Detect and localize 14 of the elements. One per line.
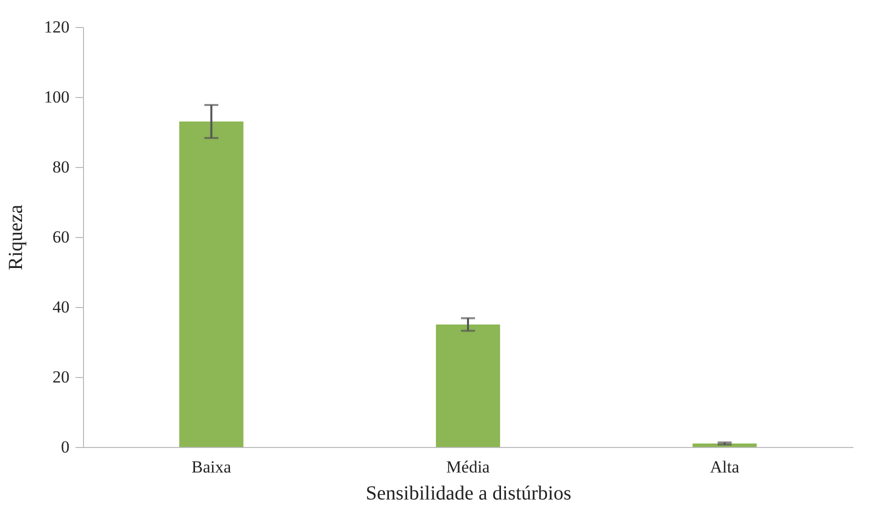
x-tick-label: Média [446,458,490,476]
x-axis-title: Sensibilidade a distúrbios [366,482,572,504]
y-tick-label: 0 [61,438,70,456]
bar [436,324,500,447]
y-tick-label: 20 [52,368,70,386]
x-tick-label: Baixa [192,458,232,476]
y-axis-title: Riqueza [5,204,27,270]
y-tick-label: 120 [44,18,70,36]
y-tick-label: 40 [52,298,70,316]
y-tick-label: 80 [52,158,70,176]
y-tick-label: 100 [44,88,70,106]
y-tick-label: 60 [52,228,70,246]
x-tick-label: Alta [710,458,740,476]
bar [179,122,244,447]
